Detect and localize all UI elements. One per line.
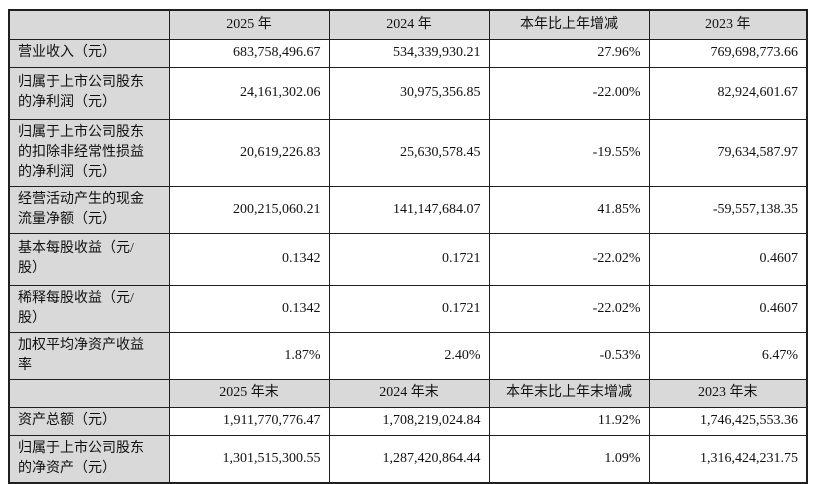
value-cell: 6.47% bbox=[648, 331, 808, 380]
value-cell: 0.4607 bbox=[648, 284, 808, 333]
value-cell: 0.1721 bbox=[328, 284, 490, 333]
value-cell: -19.55% bbox=[488, 118, 650, 187]
value-cell: 141,147,684.07 bbox=[328, 185, 490, 234]
table-row-operating-revenue: 营业收入（元） 683,758,496.67 534,339,930.21 27… bbox=[8, 38, 808, 68]
value-cell: 200,215,060.21 bbox=[168, 185, 330, 234]
table-row-net-profit: 归属于上市公司股东的净利润（元） 24,161,302.06 30,975,35… bbox=[8, 66, 808, 120]
row-label: 归属于上市公司股东的扣除非经常性损益的净利润（元） bbox=[8, 118, 170, 187]
table-row-net-profit-excl-nonrecurring: 归属于上市公司股东的扣除非经常性损益的净利润（元） 20,619,226.83 … bbox=[8, 118, 808, 187]
corner-cell bbox=[8, 9, 170, 40]
value-cell: 24,161,302.06 bbox=[168, 66, 330, 120]
period-header-row: 2025 年 2024 年 本年比上年增减 2023 年 bbox=[8, 9, 808, 40]
financial-summary: 2025 年 2024 年 本年比上年增减 2023 年 营业收入（元） 683… bbox=[8, 9, 808, 484]
value-cell: 0.4607 bbox=[648, 232, 808, 286]
table-row-operating-cash-flow: 经营活动产生的现金流量净额（元） 200,215,060.21 141,147,… bbox=[8, 185, 808, 234]
row-label: 归属于上市公司股东的净资产（元） bbox=[8, 434, 170, 483]
table-row-diluted-eps: 稀释每股收益（元/股） 0.1342 0.1721 -22.02% 0.4607 bbox=[8, 284, 808, 333]
value-cell: 79,634,587.97 bbox=[648, 118, 808, 187]
value-cell: 1.09% bbox=[488, 434, 650, 483]
col-header-2024: 2024 年 bbox=[328, 9, 490, 40]
value-cell: -59,557,138.35 bbox=[648, 185, 808, 234]
value-cell: 769,698,773.66 bbox=[648, 38, 808, 68]
row-label: 加权平均净资产收益率 bbox=[8, 331, 170, 380]
value-cell: 0.1721 bbox=[328, 232, 490, 286]
row-label: 稀释每股收益（元/股） bbox=[8, 284, 170, 333]
table-row-net-assets: 归属于上市公司股东的净资产（元） 1,301,515,300.55 1,287,… bbox=[8, 434, 808, 483]
value-cell: 27.96% bbox=[488, 38, 650, 68]
value-cell: 1,746,425,553.36 bbox=[648, 406, 808, 436]
col-header-2023: 2023 年 bbox=[648, 9, 808, 40]
value-cell: 1,911,770,776.47 bbox=[168, 406, 330, 436]
value-cell: -22.02% bbox=[488, 284, 650, 333]
value-cell: 534,339,930.21 bbox=[328, 38, 490, 68]
corner-cell bbox=[8, 378, 170, 408]
row-label: 基本每股收益（元/股） bbox=[8, 232, 170, 286]
value-cell: 82,924,601.67 bbox=[648, 66, 808, 120]
row-label: 资产总额（元） bbox=[8, 406, 170, 436]
col-header-2024-end: 2024 年末 bbox=[328, 378, 490, 408]
col-header-2025-end: 2025 年末 bbox=[168, 378, 330, 408]
value-cell: 1,708,219,024.84 bbox=[328, 406, 490, 436]
row-label: 归属于上市公司股东的净利润（元） bbox=[8, 66, 170, 120]
col-header-2023-end: 2023 年末 bbox=[648, 378, 808, 408]
value-cell: 1,316,424,231.75 bbox=[648, 434, 808, 483]
value-cell: 20,619,226.83 bbox=[168, 118, 330, 187]
table-row-basic-eps: 基本每股收益（元/股） 0.1342 0.1721 -22.02% 0.4607 bbox=[8, 232, 808, 286]
row-label: 经营活动产生的现金流量净额（元） bbox=[8, 185, 170, 234]
value-cell: 0.1342 bbox=[168, 232, 330, 286]
value-cell: 2.40% bbox=[328, 331, 490, 380]
value-cell: -0.53% bbox=[488, 331, 650, 380]
value-cell: 41.85% bbox=[488, 185, 650, 234]
value-cell: 1,287,420,864.44 bbox=[328, 434, 490, 483]
value-cell: -22.02% bbox=[488, 232, 650, 286]
value-cell: 0.1342 bbox=[168, 284, 330, 333]
value-cell: 1,301,515,300.55 bbox=[168, 434, 330, 483]
value-cell: 11.92% bbox=[488, 406, 650, 436]
value-cell: -22.00% bbox=[488, 66, 650, 120]
row-label: 营业收入（元） bbox=[8, 38, 170, 68]
table-row-weighted-avg-roe: 加权平均净资产收益率 1.87% 2.40% -0.53% 6.47% bbox=[8, 331, 808, 380]
value-cell: 1.87% bbox=[168, 331, 330, 380]
financial-summary-table: 2025 年 2024 年 本年比上年增减 2023 年 营业收入（元） 683… bbox=[8, 9, 808, 484]
value-cell: 30,975,356.85 bbox=[328, 66, 490, 120]
value-cell: 25,630,578.45 bbox=[328, 118, 490, 187]
col-header-end-change: 本年末比上年末增减 bbox=[488, 378, 650, 408]
value-cell: 683,758,496.67 bbox=[168, 38, 330, 68]
col-header-2025: 2025 年 bbox=[168, 9, 330, 40]
period-end-header-row: 2025 年末 2024 年末 本年末比上年末增减 2023 年末 bbox=[8, 378, 808, 408]
table-row-total-assets: 资产总额（元） 1,911,770,776.47 1,708,219,024.8… bbox=[8, 406, 808, 436]
col-header-yoy-change: 本年比上年增减 bbox=[488, 9, 650, 40]
